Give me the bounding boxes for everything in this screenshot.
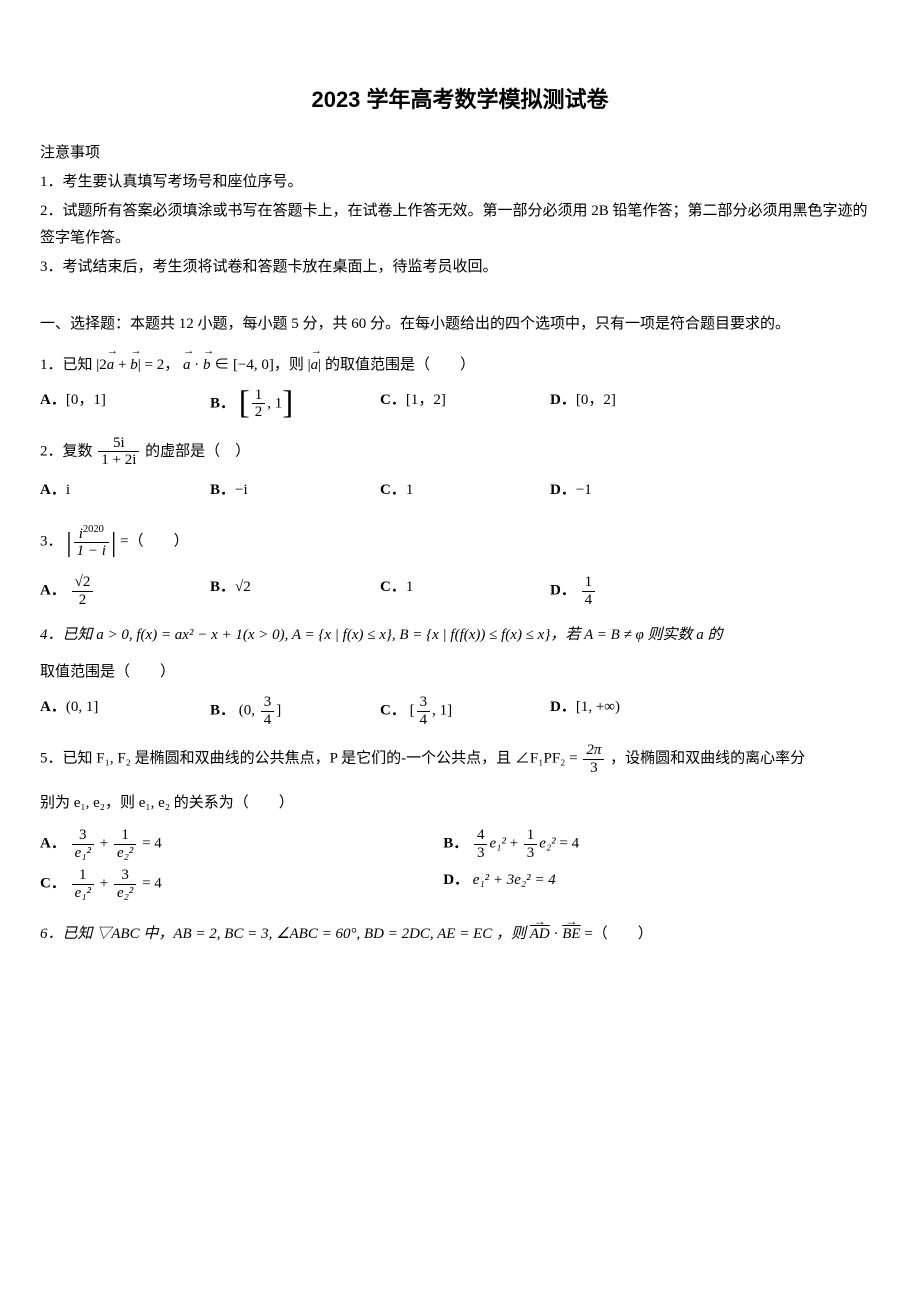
notice-heading: 注意事项 xyxy=(40,140,880,167)
q3-prefix: 3． xyxy=(40,533,63,549)
q2-opt-d: D．−1 xyxy=(550,477,720,504)
q2-suffix: 的虚部是（ ） xyxy=(145,443,250,459)
q3-opt-d: D． 14 xyxy=(550,574,720,608)
question-5: 5．已知 F₁, F₂ 是椭圆和双曲线的公共焦点，P 是它们的-一个公共点，且 … xyxy=(40,742,880,817)
q5-opt-c: C． 1e₁² + 3e₂² = 4 xyxy=(40,867,443,901)
q2-frac: 5i1 + 2i xyxy=(98,435,139,469)
q3-suffix: =（ ） xyxy=(120,533,188,549)
q5-opt-b: B． 43e₁² + 13e₂² = 4 xyxy=(443,827,846,861)
q4-line1: 4．已知 a > 0, f(x) = ax² − x + 1(x > 0), A… xyxy=(40,622,880,649)
q5-options: A． 3e₁² + 1e₂² = 4 B． 43e₁² + 13e₂² = 4 … xyxy=(40,827,880,907)
q2-opt-a: A．i xyxy=(40,477,210,504)
q4-options: A．(0, 1] B． (0, 34] C． [34, 1] D．[1, +∞) xyxy=(40,694,880,728)
q3-opt-a: A． √22 xyxy=(40,574,210,608)
q5-opt-d: D． e₁² + 3e₂² = 4 xyxy=(443,867,846,901)
q1-expr1: |2a + b| = 2， xyxy=(96,352,179,379)
q2-prefix: 2．复数 xyxy=(40,443,93,459)
exam-title: 2023 学年高考数学模拟测试卷 xyxy=(40,80,880,120)
notice-item: 3．考试结束后，考生须将试卷和答题卡放在桌面上，待监考员收回。 xyxy=(40,254,880,281)
q2-opt-b: B．−i xyxy=(210,477,380,504)
q1-opt-c: C．[1，2] xyxy=(380,387,550,421)
q1-options: A．[0，1] B． [12, 1] C．[1，2] D．[0，2] xyxy=(40,387,880,421)
q2-options: A．i B．−i C．1 D．−1 xyxy=(40,477,880,504)
q1-expr2: a · b ∈ [−4, 0]，则 |a| xyxy=(183,357,325,373)
q4-opt-a: A．(0, 1] xyxy=(40,694,210,728)
question-4: 4．已知 a > 0, f(x) = ax² − x + 1(x > 0), A… xyxy=(40,622,880,686)
q1-prefix: 1．已知 xyxy=(40,357,93,373)
q4-opt-c: C． [34, 1] xyxy=(380,694,550,728)
question-2: 2．复数 5i1 + 2i 的虚部是（ ） xyxy=(40,435,880,469)
q6-vec-ad: AD xyxy=(530,921,550,948)
q5-line1: 5．已知 F₁, F₂ 是椭圆和双曲线的公共焦点，P 是它们的-一个公共点，且 … xyxy=(40,742,880,776)
q1-opt-b: B． [12, 1] xyxy=(210,387,380,421)
question-6: 6．已知 ▽ABC 中，AB = 2, BC = 3, ∠ABC = 60°, … xyxy=(40,921,880,948)
q3-opt-c: C．1 xyxy=(380,574,550,608)
q4-opt-d: D．[1, +∞) xyxy=(550,694,720,728)
q5-opt-a: A． 3e₁² + 1e₂² = 4 xyxy=(40,827,443,861)
q1-suffix: 的取值范围是（ ） xyxy=(325,357,475,373)
q6-vec-be: BE xyxy=(562,921,580,948)
q3-frac: i20201 − i xyxy=(74,524,109,560)
question-3: 3． |i20201 − i| =（ ） xyxy=(40,518,880,567)
q4-line2: 取值范围是（ ） xyxy=(40,659,880,686)
q2-opt-c: C．1 xyxy=(380,477,550,504)
q4-opt-b: B． (0, 34] xyxy=(210,694,380,728)
q1-opt-a: A．[0，1] xyxy=(40,387,210,421)
question-1: 1．已知 |2a + b| = 2， a · b ∈ [−4, 0]，则 |a|… xyxy=(40,352,880,379)
notice-item: 2．试题所有答案必须填涂或书写在答题卡上，在试卷上作答无效。第一部分必须用 2B… xyxy=(40,198,880,252)
q3-options: A． √22 B．√2 C．1 D． 14 xyxy=(40,574,880,608)
notice-item: 1．考生要认真填写考场号和座位序号。 xyxy=(40,169,880,196)
q3-opt-b: B．√2 xyxy=(210,574,380,608)
section-1-heading: 一、选择题：本题共 12 小题，每小题 5 分，共 60 分。在每小题给出的四个… xyxy=(40,311,880,338)
q5-line2: 别为 e₁, e₂，则 e₁, e₂ 的关系为（ ） xyxy=(40,790,880,817)
q1-opt-d: D．[0，2] xyxy=(550,387,720,421)
